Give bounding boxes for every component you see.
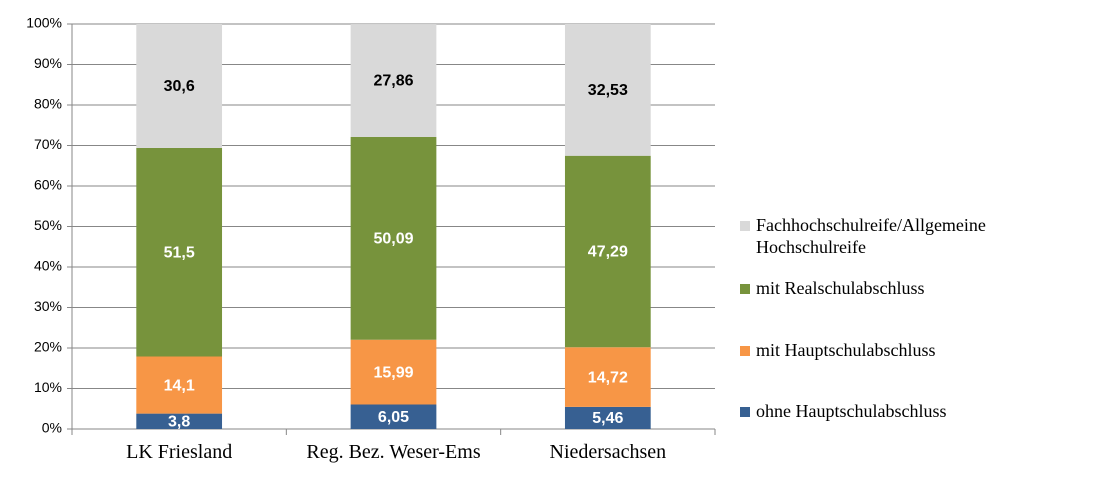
y-tick-label: 10% — [34, 379, 62, 395]
value-label: 14,1 — [164, 377, 195, 394]
bar-segment — [136, 413, 223, 429]
legend-item: Fachhochschulreife/Allgemeine Hochschulr… — [740, 214, 1085, 258]
bar-segment — [564, 155, 651, 348]
legend-swatch — [740, 346, 750, 356]
bar-segment — [564, 406, 651, 429]
value-label: 6,05 — [378, 409, 409, 426]
value-label: 14,72 — [588, 369, 628, 386]
y-tick-label: 70% — [34, 136, 62, 152]
legend-item: mit Realschulabschluss — [740, 277, 1085, 299]
y-tick-label: 80% — [34, 96, 62, 112]
value-label: 51,5 — [164, 244, 195, 261]
legend-label: ohne Hauptschulabschluss — [756, 401, 947, 421]
value-label: 3,8 — [168, 414, 190, 431]
legend-swatch — [740, 284, 750, 294]
legend-label: mit Hauptschulabschluss — [756, 340, 936, 360]
bar-segment — [350, 339, 437, 405]
value-label: 27,86 — [373, 73, 413, 90]
legend-item: mit Hauptschulabschluss — [740, 339, 1085, 361]
x-tick-label: Niedersachsen — [549, 441, 667, 463]
bar-segment — [350, 136, 437, 340]
y-tick-label: 0% — [42, 420, 62, 436]
y-tick-label: 100% — [26, 15, 62, 31]
bar-segment — [136, 24, 223, 148]
value-label: 5,46 — [592, 410, 623, 427]
value-label: 50,09 — [373, 231, 413, 248]
bar-segment — [350, 404, 437, 429]
legend-swatch — [740, 221, 750, 231]
value-label: 15,99 — [373, 364, 413, 381]
legend-label: Fachhochschulreife/Allgemeine Hochschulr… — [756, 215, 986, 257]
y-tick-label: 30% — [34, 298, 62, 314]
legend-swatch — [740, 407, 750, 417]
bar-segment — [564, 347, 651, 407]
legend-label: mit Realschulabschluss — [756, 278, 925, 298]
x-tick-label: LK Friesland — [126, 441, 233, 463]
y-tick-label: 40% — [34, 258, 62, 274]
bar-segment — [564, 24, 651, 156]
value-label: 47,29 — [588, 244, 628, 261]
legend-item: ohne Hauptschulabschluss — [740, 400, 1085, 422]
bar-segment — [136, 147, 223, 357]
value-label: 30,6 — [164, 78, 195, 95]
y-tick-label: 20% — [34, 339, 62, 355]
y-tick-label: 50% — [34, 217, 62, 233]
y-tick-label: 90% — [34, 55, 62, 71]
y-tick-label: 60% — [34, 177, 62, 193]
bar-segment — [350, 24, 437, 137]
x-tick-label: Reg. Bez. Weser-Ems — [306, 441, 481, 463]
value-label: 32,53 — [588, 82, 628, 99]
bar-segment — [136, 356, 223, 414]
